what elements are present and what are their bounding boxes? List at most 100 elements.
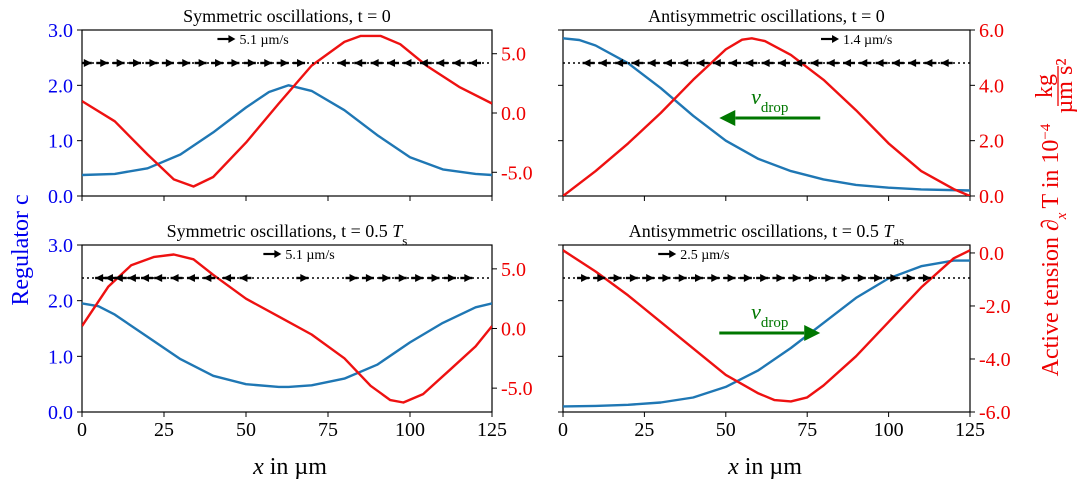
x-tick-label: 50 xyxy=(716,419,736,441)
x-axis-label-right-x: x xyxy=(727,454,739,480)
flow-arrow-head xyxy=(239,274,248,282)
flow-arrow-head xyxy=(387,59,396,67)
flow-arrow-head xyxy=(104,274,113,282)
flow-arrow-head xyxy=(280,59,289,67)
flow-arrow-head xyxy=(922,274,931,282)
y-tick-label-right: 0.0 xyxy=(979,186,1004,208)
chart-panel-3: Symmetric oscillations, t = 0.5 Ts 0.0 1.0… xyxy=(48,221,533,441)
drop-velocity-label: vdrop xyxy=(751,84,788,116)
plot-frame xyxy=(81,29,493,197)
drop-velocity-sub: drop xyxy=(761,315,789,331)
flow-arrow-head xyxy=(808,274,817,282)
flow-arrow-head xyxy=(182,59,191,67)
flow-arrow-head xyxy=(370,59,379,67)
flow-arrow-head xyxy=(875,59,884,67)
tension-line xyxy=(82,34,492,188)
flow-arrow-head xyxy=(198,59,207,67)
flow-arrow-head xyxy=(215,59,224,67)
flow-arrow-head xyxy=(100,59,109,67)
y-axis-label-right-den: µm s² xyxy=(1052,58,1078,113)
flow-arrow-head xyxy=(743,274,752,282)
x-axis-label-right-rest: in µm xyxy=(739,454,802,480)
drop-velocity-v: v xyxy=(751,84,761,109)
chart-panel-4: Antisymmetric oscillations, t = 0.5 Tas -… xyxy=(558,221,1011,441)
x-tick-label: 75 xyxy=(318,419,338,441)
flow-arrow-head xyxy=(436,59,445,67)
y-tick-label-right: 6.0 xyxy=(979,20,1004,42)
regulator-line xyxy=(82,84,492,177)
drop-velocity-label: vdrop xyxy=(751,299,788,331)
flow-arrow-head xyxy=(711,274,720,282)
x-tick-label: 50 xyxy=(236,419,256,441)
flow-arrow-head xyxy=(695,274,704,282)
flow-arrow-head xyxy=(908,59,917,67)
flow-arrow-head xyxy=(170,274,179,282)
flow-arrow-head xyxy=(452,59,461,67)
y-tick-label-right: 2.0 xyxy=(979,131,1004,153)
y-axis-label-left: Regulator c xyxy=(8,194,34,305)
x-tick-label: 25 xyxy=(634,419,654,441)
flow-arrow-head xyxy=(859,59,868,67)
flow-arrow-head xyxy=(133,59,142,67)
y-tick-label-right: 5.0 xyxy=(501,44,526,66)
x-axis-label-left: x in µm xyxy=(252,454,327,480)
flow-arrow-head xyxy=(680,59,689,67)
plot-frame xyxy=(562,29,971,197)
flow-arrow-head xyxy=(116,59,125,67)
flow-arrow-head xyxy=(581,274,590,282)
y-tick-label-left: 3.0 xyxy=(48,235,73,257)
tension-line xyxy=(563,37,970,196)
speed-label: 2.5 µm/s xyxy=(680,248,729,263)
y-tick-label-right: 5.0 xyxy=(501,259,526,281)
speed-arrow-head xyxy=(669,250,677,258)
flow-arrow-head xyxy=(890,274,899,282)
y-axis-label-right-num: kg xyxy=(1032,74,1058,98)
y-tick-label-right: -4.0 xyxy=(979,349,1011,371)
x-axis-label-left-rest: in µm xyxy=(264,454,327,480)
panel-title: Antisymmetric oscillations, t = 0.5 Tas xyxy=(629,221,905,248)
flow-arrow-head xyxy=(906,274,915,282)
regulator-line xyxy=(563,259,970,408)
tension-line xyxy=(82,253,492,404)
panel-title-sub: s xyxy=(402,233,407,248)
flow-arrow-head xyxy=(469,59,478,67)
plot-frame xyxy=(562,244,971,413)
y-tick-label-right: -6.0 xyxy=(979,402,1011,424)
y-tick-label-right: 0.0 xyxy=(979,243,1004,265)
flow-arrow-head xyxy=(874,274,883,282)
flow-arrow-head xyxy=(349,274,358,282)
tension-line xyxy=(563,249,970,403)
panel-title: Symmetric oscillations, t = 0 xyxy=(183,6,391,26)
panel-title-main: Symmetric oscillations, t = 0.5 xyxy=(167,221,393,241)
y-axis-label-right-main: Active tension ∂ xyxy=(1038,219,1064,376)
speed-label: 5.1 µm/s xyxy=(239,33,288,48)
flow-arrow-head xyxy=(398,274,407,282)
panel-title-main: Antisymmetric oscillations, t = 0.5 xyxy=(629,221,884,241)
x-tick-label: 100 xyxy=(874,419,904,441)
flow-arrow-head xyxy=(464,274,473,282)
y-tick-label-left: 0.0 xyxy=(48,402,73,424)
x-axis-label-left-x: x xyxy=(252,454,264,480)
y-axis-label-right-exp: −4 xyxy=(1038,123,1054,139)
panel-title-sub: as xyxy=(893,233,904,248)
y-axis-label-right: Active tension ∂x T in 10−4 xyxy=(1038,123,1070,376)
x-tick-label: 100 xyxy=(395,419,425,441)
y-tick-label-right: 0.0 xyxy=(501,103,526,125)
drop-arrow-head xyxy=(804,325,821,341)
flow-arrow-head xyxy=(186,274,195,282)
flow-arrow-head xyxy=(629,274,638,282)
regulator-line xyxy=(82,302,492,389)
y-tick-label-left: 1.0 xyxy=(48,346,73,368)
x-tick-label: 25 xyxy=(154,419,174,441)
y-axis-label-right-fraction: kg µm s² xyxy=(1032,58,1078,113)
flow-arrow-head xyxy=(149,59,158,67)
speed-arrow-head xyxy=(228,35,236,43)
flow-arrow-head xyxy=(141,274,150,282)
y-tick-label-right: -5.0 xyxy=(501,162,533,184)
flow-arrow-head xyxy=(777,59,786,67)
flow-arrow-head xyxy=(582,59,591,67)
flow-arrow-head xyxy=(403,59,412,67)
flow-arrow-head xyxy=(597,274,606,282)
x-tick-label: 75 xyxy=(797,419,817,441)
